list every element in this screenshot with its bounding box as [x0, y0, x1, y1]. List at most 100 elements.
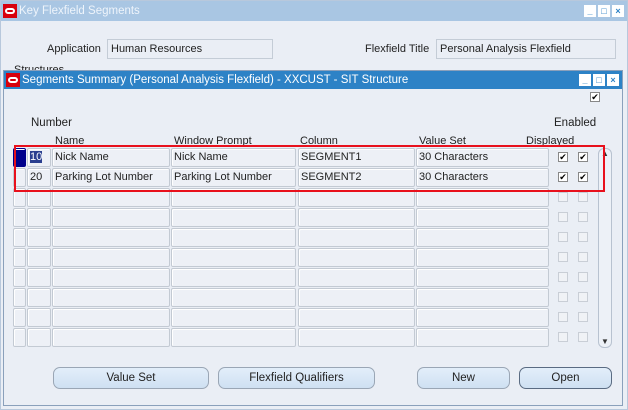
column-cell[interactable] [298, 308, 415, 327]
value-set-cell[interactable] [416, 248, 549, 267]
column-cell[interactable] [298, 208, 415, 227]
column-cell[interactable]: SEGMENT1 [298, 148, 415, 167]
application-label: Application [47, 43, 101, 55]
window-prompt-cell[interactable]: Parking Lot Number [171, 168, 296, 187]
enabled-checkbox[interactable] [578, 192, 588, 202]
number-cell[interactable] [27, 268, 51, 287]
maximize-icon[interactable]: □ [598, 5, 610, 17]
name-cell[interactable] [52, 248, 170, 267]
column-cell[interactable] [298, 288, 415, 307]
number-cell[interactable] [27, 208, 51, 227]
row-selector[interactable] [13, 208, 26, 227]
column-cell[interactable] [298, 248, 415, 267]
row-selector[interactable] [13, 308, 26, 327]
enabled-checkbox[interactable] [578, 252, 588, 262]
displayed-checkbox[interactable] [558, 272, 568, 282]
window-prompt-cell[interactable] [171, 208, 296, 227]
name-cell[interactable]: Nick Name [52, 148, 170, 167]
name-cell[interactable] [52, 188, 170, 207]
displayed-checkbox[interactable] [558, 252, 568, 262]
name-cell[interactable]: Parking Lot Number [52, 168, 170, 187]
header-value-set: Value Set [419, 135, 466, 147]
row-selector[interactable] [13, 248, 26, 267]
new-button[interactable]: New [417, 367, 510, 389]
displayed-checkbox[interactable]: ✔ [558, 152, 568, 162]
row-selector[interactable] [13, 148, 26, 167]
application-field[interactable]: Human Resources [107, 39, 273, 59]
enabled-checkbox[interactable] [578, 272, 588, 282]
number-cell[interactable]: 20 [27, 168, 51, 187]
window-prompt-cell[interactable] [171, 188, 296, 207]
row-selector[interactable] [13, 228, 26, 247]
number-cell[interactable] [27, 308, 51, 327]
displayed-checkbox[interactable] [558, 212, 568, 222]
value-set-cell[interactable]: 30 Characters [416, 168, 549, 187]
value-set-cell[interactable] [416, 288, 549, 307]
enabled-checkbox[interactable] [578, 212, 588, 222]
name-cell[interactable] [52, 308, 170, 327]
value-set-cell[interactable] [416, 308, 549, 327]
window-prompt-cell[interactable] [171, 308, 296, 327]
enabled-checkbox[interactable] [578, 232, 588, 242]
enabled-checkbox[interactable] [578, 312, 588, 322]
column-cell[interactable]: SEGMENT2 [298, 168, 415, 187]
value-set-button[interactable]: Value Set [53, 367, 209, 389]
value-set-cell[interactable] [416, 188, 549, 207]
number-cell[interactable]: 10 [27, 148, 51, 167]
window-prompt-cell[interactable] [171, 228, 296, 247]
maximize-icon[interactable]: □ [593, 74, 605, 86]
name-cell[interactable] [52, 288, 170, 307]
displayed-checkbox[interactable] [558, 292, 568, 302]
row-selector[interactable] [13, 268, 26, 287]
displayed-checkbox[interactable] [558, 192, 568, 202]
number-cell[interactable] [27, 328, 51, 347]
window-prompt-cell[interactable] [171, 328, 296, 347]
row-selector[interactable] [13, 328, 26, 347]
number-cell[interactable] [27, 288, 51, 307]
window-prompt-cell[interactable] [171, 268, 296, 287]
value-set-cell[interactable]: 30 Characters [416, 148, 549, 167]
open-button[interactable]: Open [519, 367, 612, 389]
displayed-checkbox[interactable] [558, 332, 568, 342]
enabled-checkbox[interactable]: ✔ [578, 152, 588, 162]
column-cell[interactable] [298, 228, 415, 247]
flexfield-title-label: Flexfield Title [365, 43, 430, 55]
close-icon[interactable]: × [612, 5, 624, 17]
number-cell[interactable] [27, 188, 51, 207]
displayed-checkbox[interactable]: ✔ [558, 172, 568, 182]
value-set-cell[interactable] [416, 228, 549, 247]
enabled-checkbox[interactable]: ✔ [578, 172, 588, 182]
displayed-checkbox[interactable] [558, 312, 568, 322]
column-cell[interactable] [298, 328, 415, 347]
value-set-cell[interactable] [416, 328, 549, 347]
name-cell[interactable] [52, 208, 170, 227]
row-selector[interactable] [13, 188, 26, 207]
window-prompt-cell[interactable] [171, 248, 296, 267]
enabled-all-checkbox[interactable]: ✔ [590, 92, 600, 102]
column-cell[interactable] [298, 268, 415, 287]
number-cell[interactable] [27, 248, 51, 267]
minimize-icon[interactable]: _ [579, 74, 591, 86]
close-icon[interactable]: × [607, 74, 619, 86]
flexfield-qualifiers-button[interactable]: Flexfield Qualifiers [218, 367, 375, 389]
enabled-checkbox[interactable] [578, 292, 588, 302]
name-cell[interactable] [52, 268, 170, 287]
value-set-cell[interactable] [416, 268, 549, 287]
window-prompt-cell[interactable] [171, 288, 296, 307]
header-displayed: Displayed [526, 135, 575, 147]
outer-window-title: Key Flexfield Segments [19, 5, 140, 17]
row-selector[interactable] [13, 288, 26, 307]
inner-window-title: Segments Summary (Personal Analysis Flex… [22, 74, 409, 86]
value-set-cell[interactable] [416, 208, 549, 227]
name-cell[interactable] [52, 228, 170, 247]
minimize-icon[interactable]: _ [584, 5, 596, 17]
displayed-checkbox[interactable] [558, 232, 568, 242]
column-cell[interactable] [298, 188, 415, 207]
number-cell[interactable] [27, 228, 51, 247]
row-selector[interactable] [13, 168, 26, 187]
window-prompt-cell[interactable]: Nick Name [171, 148, 296, 167]
name-cell[interactable] [52, 328, 170, 347]
scroll-down-icon[interactable]: ▼ [601, 337, 609, 346]
enabled-checkbox[interactable] [578, 332, 588, 342]
flexfield-title-field[interactable]: Personal Analysis Flexfield [436, 39, 616, 59]
